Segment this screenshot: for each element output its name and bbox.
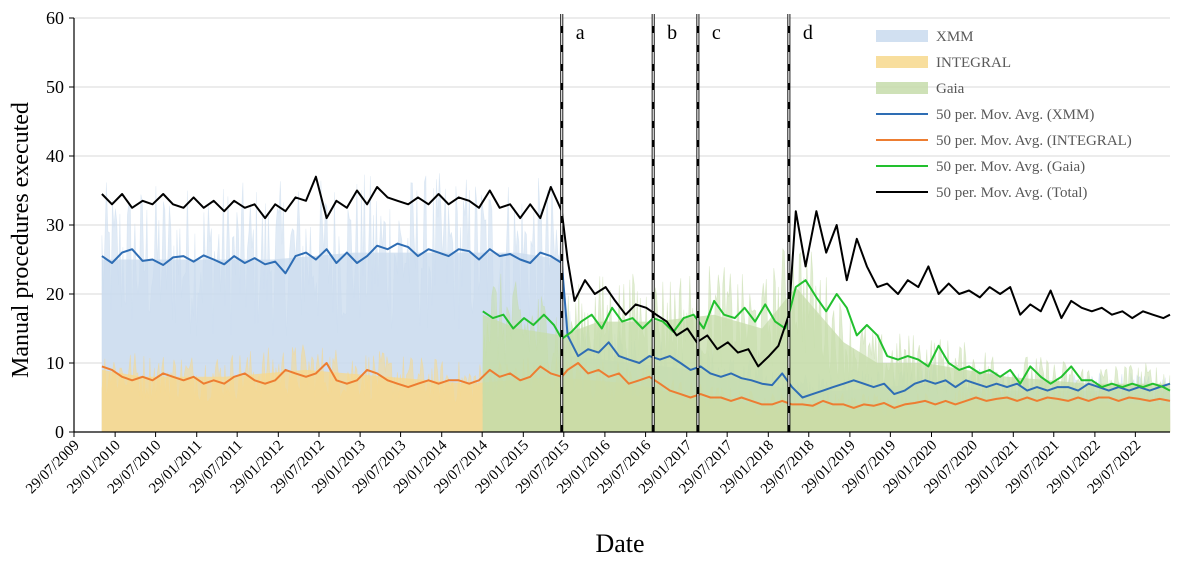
legend-item: 50 per. Mov. Avg. (Total)	[876, 185, 1087, 201]
legend-label: 50 per. Mov. Avg. (Gaia)	[936, 159, 1085, 175]
series-3	[101, 175, 1171, 368]
y-tick-label: 50	[46, 77, 64, 97]
series-0	[101, 242, 1171, 399]
legend-label: Gaia	[936, 81, 965, 97]
legend-label: XMM	[936, 29, 974, 45]
series-line	[101, 175, 1171, 368]
series-line	[101, 362, 1171, 409]
y-tick-label: 20	[46, 284, 64, 304]
y-tick-labels: 0 10 20 30 40 50 60	[46, 8, 74, 442]
legend-label: 50 per. Mov. Avg. (Total)	[936, 185, 1087, 201]
legend-item: Gaia	[876, 81, 965, 97]
marker-label-a: a	[576, 22, 585, 44]
series-1	[101, 362, 1171, 409]
series-line	[101, 242, 1171, 399]
legend-item: 50 per. Mov. Avg. (XMM)	[876, 107, 1094, 123]
legend-item: 50 per. Mov. Avg. (Gaia)	[876, 159, 1085, 175]
legend-label: 50 per. Mov. Avg. (XMM)	[936, 107, 1094, 123]
y-tick-label: 0	[55, 422, 64, 442]
marker-label-d: d	[803, 22, 813, 44]
legend-item: 50 per. Mov. Avg. (INTEGRAL)	[876, 133, 1132, 149]
legend-swatch	[876, 56, 928, 68]
y-tick-label: 40	[46, 146, 64, 166]
legend-swatch	[876, 82, 928, 94]
legend-swatch	[876, 30, 928, 42]
legend-item: INTEGRAL	[876, 55, 1011, 71]
y-axis-label: Manual procedures executed	[8, 102, 34, 378]
y-tick-label: 60	[46, 8, 64, 28]
y-tick-label: 10	[46, 353, 64, 373]
marker-label-b: b	[667, 22, 677, 44]
line-series	[101, 175, 1171, 409]
legend-label: INTEGRAL	[936, 55, 1011, 71]
x-axis-label: Date	[595, 529, 644, 558]
legend: XMM INTEGRAL Gaia 50 per. Mov. Avg. (XMM) 50…	[876, 29, 1132, 201]
series-2	[482, 279, 1171, 392]
legend-label: 50 per. Mov. Avg. (INTEGRAL)	[936, 133, 1132, 149]
series-line	[482, 279, 1171, 392]
legend-item: XMM	[876, 29, 974, 45]
y-tick-label: 30	[46, 215, 64, 235]
marker-label-c: c	[712, 22, 721, 44]
event-markers: a b c d	[560, 14, 813, 432]
